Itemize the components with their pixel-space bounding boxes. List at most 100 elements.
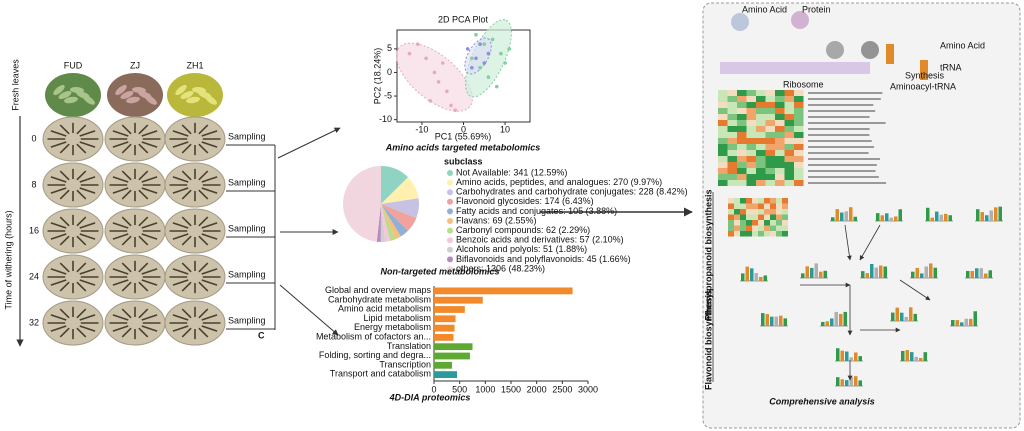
legend-swatch bbox=[447, 237, 453, 244]
withered-leaf bbox=[198, 216, 209, 227]
y-tick-label: Lipid metabolism bbox=[363, 313, 431, 323]
withered-leaf bbox=[181, 143, 192, 154]
pie-slice bbox=[376, 204, 381, 242]
heatmap-cell bbox=[794, 138, 804, 144]
withered-leaf bbox=[172, 279, 189, 286]
withered-leaf bbox=[79, 222, 96, 229]
withered-leaf bbox=[198, 327, 209, 338]
heatmap-cell bbox=[727, 132, 737, 138]
mini-bar bbox=[969, 318, 973, 326]
gene-label-line bbox=[808, 92, 883, 94]
withered-leaf bbox=[76, 262, 87, 273]
mini-bar bbox=[994, 207, 998, 221]
withered-leaf bbox=[76, 327, 87, 338]
withered-leaf bbox=[50, 130, 67, 137]
legend-swatch bbox=[447, 246, 453, 253]
withered-leaf bbox=[112, 314, 129, 321]
legend-swatch bbox=[447, 218, 453, 224]
mini-bar bbox=[814, 263, 818, 278]
sampling-label: Sampling bbox=[228, 269, 266, 279]
heatmap-cell bbox=[794, 114, 804, 120]
heatmap-cell bbox=[756, 180, 766, 186]
heatmap-cell bbox=[764, 231, 770, 237]
withered-leaf bbox=[138, 262, 149, 273]
heatmap-cell bbox=[784, 180, 794, 186]
mini-bar bbox=[913, 313, 917, 321]
heatmap-cell bbox=[727, 90, 737, 96]
heatmap-cell bbox=[734, 214, 740, 220]
withering-dish bbox=[164, 208, 226, 254]
mini-bar bbox=[754, 273, 758, 281]
heatmap-cell bbox=[756, 138, 766, 144]
withered-leaf bbox=[181, 308, 192, 319]
withered-leaf bbox=[76, 143, 87, 154]
mini-bar bbox=[951, 320, 955, 326]
heatmap-cell bbox=[718, 162, 728, 168]
withered-leaf bbox=[59, 124, 70, 135]
legend-label: Amino acids, peptides, and analogues: 27… bbox=[456, 177, 662, 187]
withered-leaf bbox=[201, 233, 218, 240]
withered-leaf bbox=[50, 279, 67, 286]
legend-swatch bbox=[447, 198, 453, 205]
heatmap-cell bbox=[737, 90, 747, 96]
heatmap-cell bbox=[737, 126, 747, 132]
heatmap-cell bbox=[775, 150, 785, 156]
heatmap-cell bbox=[775, 168, 785, 174]
heatmap-cell bbox=[784, 150, 794, 156]
legend-label: Flavonoid glycosides: 174 (6.43%) bbox=[456, 196, 594, 206]
withered-leaf bbox=[121, 216, 132, 227]
withered-leaf bbox=[121, 262, 132, 273]
heatmap-cell bbox=[782, 198, 788, 204]
leaf bbox=[120, 90, 134, 100]
legend-swatch bbox=[447, 227, 453, 234]
withered-leaf bbox=[59, 143, 70, 154]
mini-bar bbox=[924, 266, 928, 278]
mini-bar bbox=[980, 212, 984, 221]
mini-bar bbox=[774, 316, 778, 326]
heatmap-cell bbox=[746, 225, 752, 231]
heatmap-cell bbox=[734, 198, 740, 204]
heatmap-cell bbox=[718, 144, 728, 150]
heatmap-cell bbox=[794, 150, 804, 156]
heatmap-cell bbox=[756, 120, 766, 126]
heatmap-cell bbox=[746, 231, 752, 237]
gene-label-line bbox=[808, 134, 870, 136]
heatmap-cell bbox=[752, 198, 758, 204]
heatmap-cell bbox=[782, 209, 788, 215]
pathway-arrow bbox=[844, 224, 852, 261]
heatmap-cell bbox=[794, 96, 804, 102]
mini-bar bbox=[805, 266, 809, 278]
pca-point bbox=[482, 61, 487, 65]
withered-leaf bbox=[76, 216, 87, 227]
heatmap-cell bbox=[758, 203, 764, 209]
leaf bbox=[186, 96, 200, 104]
pie-slice bbox=[343, 166, 381, 242]
heatmap-cell bbox=[794, 90, 804, 96]
withered-leaf bbox=[138, 281, 149, 292]
mini-bar bbox=[801, 273, 805, 278]
withered-leaf bbox=[50, 141, 67, 148]
heatmap-cell bbox=[776, 209, 782, 215]
heatmap-cell bbox=[775, 162, 785, 168]
section-label: Flavonoid biosynthesis bbox=[703, 290, 713, 390]
heatmap-cell bbox=[728, 198, 734, 204]
heatmap-cell bbox=[765, 126, 775, 132]
heatmap-cell bbox=[734, 220, 740, 226]
pca-point bbox=[470, 65, 474, 70]
mini-bar bbox=[955, 320, 959, 326]
panel-caption: Comprehensive analysis bbox=[769, 396, 875, 406]
mini-bar bbox=[904, 316, 908, 321]
fresh-leaf-photo bbox=[167, 73, 223, 117]
heatmap-cell bbox=[718, 120, 728, 126]
heatmap-cell bbox=[746, 120, 756, 126]
mini-bar bbox=[905, 350, 909, 361]
pca-point bbox=[415, 42, 420, 46]
mini-bar bbox=[880, 215, 884, 221]
heatmap-cell bbox=[746, 209, 752, 215]
heatmap-cell bbox=[746, 96, 756, 102]
heatmap-cell bbox=[734, 203, 740, 209]
heatmap-cell bbox=[784, 162, 794, 168]
withered-leaf bbox=[112, 268, 129, 275]
withered-leaf bbox=[59, 170, 70, 181]
mini-bar bbox=[966, 270, 970, 278]
